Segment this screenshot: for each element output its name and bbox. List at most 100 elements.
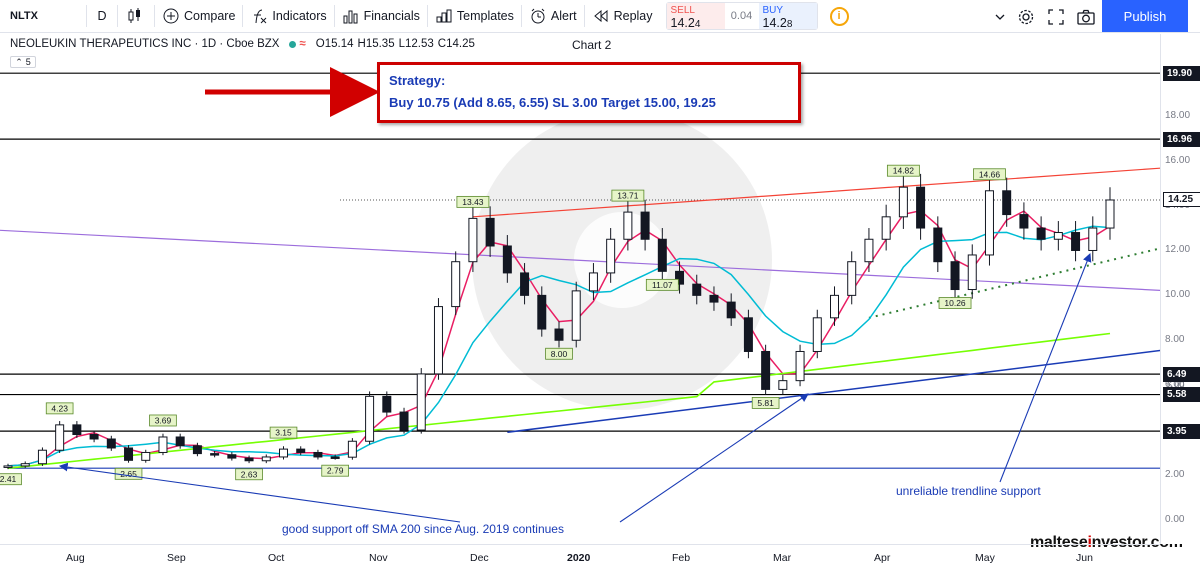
candle-body bbox=[261, 456, 271, 462]
candle-body bbox=[571, 290, 581, 341]
candle-body bbox=[399, 411, 409, 431]
buy-price: 14.28 bbox=[763, 17, 813, 31]
time-tick: 2020 bbox=[567, 552, 591, 564]
chart-canvas[interactable]: 4.23 2.41 3.69 2.65 2.63 3.15 2.79 13.43 8.00 13.… bbox=[0, 34, 1160, 544]
toolbar-divider bbox=[117, 5, 118, 27]
toolbar-divider bbox=[333, 5, 335, 27]
fullscreen-icon[interactable] bbox=[1046, 7, 1066, 27]
buy-price-main: 14.2 bbox=[762, 16, 787, 30]
ohlc-close: C14.25 bbox=[437, 38, 475, 50]
alert-label: Alert bbox=[550, 9, 577, 23]
price-label: 11.07 bbox=[652, 280, 673, 290]
price-level-tag: 3.95 bbox=[1163, 423, 1200, 439]
chevron-down-icon[interactable] bbox=[990, 7, 1010, 27]
dotted-trendline bbox=[868, 247, 1160, 319]
buy-button[interactable]: BUY 14.28 bbox=[758, 3, 817, 31]
trendline-arrow bbox=[999, 252, 1092, 483]
info-icon[interactable]: i bbox=[829, 6, 849, 26]
templates-label: Templates bbox=[456, 9, 514, 23]
candle-body bbox=[675, 270, 685, 285]
toolbar-divider bbox=[583, 5, 585, 27]
compare-label: Compare bbox=[184, 9, 236, 23]
candle-body bbox=[72, 424, 82, 436]
sell-button[interactable]: SELL 14.24 bbox=[666, 3, 725, 31]
sma-support-note: good support off SMA 200 since Aug. 2019… bbox=[282, 522, 564, 536]
candle-body bbox=[864, 238, 874, 263]
candle-body bbox=[743, 317, 753, 352]
sma-mid-line bbox=[7, 225, 1111, 467]
candle-body bbox=[416, 373, 426, 431]
interval-button[interactable]: D bbox=[97, 9, 107, 23]
candle-body bbox=[933, 227, 943, 263]
candle-body bbox=[20, 463, 30, 467]
price-axis[interactable]: 0.002.004.006.008.0010.0012.0014.0016.00… bbox=[1160, 34, 1200, 544]
price-label-box bbox=[45, 402, 74, 415]
price-label: 5.81 bbox=[757, 398, 774, 408]
candle-body bbox=[778, 380, 788, 390]
sell-price: 14.24 bbox=[671, 17, 721, 31]
time-axis[interactable]: Aug Sep Oct Nov Dec 2020 Feb Mar Apr May Jun bbox=[0, 544, 1160, 574]
candle-body bbox=[657, 238, 667, 272]
settings-gear-icon[interactable] bbox=[1016, 7, 1036, 27]
candle-body bbox=[55, 424, 65, 451]
candle-body bbox=[830, 294, 839, 319]
time-tick: Jun bbox=[1076, 552, 1093, 564]
price-label: 2.65 bbox=[120, 469, 137, 479]
candle-body bbox=[950, 261, 960, 291]
candle-body bbox=[347, 440, 357, 458]
candle-body bbox=[606, 238, 616, 274]
candle-body bbox=[382, 395, 392, 413]
financials-button[interactable]: Financials bbox=[335, 0, 427, 33]
price-label-box bbox=[938, 297, 972, 309]
price-label: 13.43 bbox=[462, 197, 484, 207]
price-label-box bbox=[751, 397, 780, 409]
price-label: 14.66 bbox=[979, 169, 1001, 179]
candle-body bbox=[554, 328, 564, 341]
price-label-box bbox=[269, 426, 298, 439]
candle-body bbox=[984, 190, 994, 256]
alert-button[interactable]: Alert bbox=[522, 0, 584, 33]
sma-arrow-right bbox=[619, 393, 809, 523]
price-label: 13.71 bbox=[617, 191, 639, 201]
camera-icon[interactable] bbox=[1076, 7, 1096, 27]
price-level-tag: 14.25 bbox=[1163, 192, 1200, 208]
candle-body bbox=[761, 350, 771, 390]
toolbar-divider bbox=[154, 5, 155, 27]
compare-button[interactable]: Compare bbox=[155, 0, 242, 33]
time-tick: Apr bbox=[874, 552, 891, 564]
indicators-label: Indicators bbox=[272, 9, 327, 23]
symbol-search[interactable]: NLTX bbox=[10, 10, 38, 22]
strategy-title: Strategy: bbox=[389, 73, 446, 88]
ohlc-open: O15.14 bbox=[315, 38, 354, 50]
candle-body bbox=[3, 465, 13, 468]
candle-body bbox=[158, 436, 168, 453]
indicators-button[interactable]: Indicators bbox=[243, 0, 333, 33]
replay-button[interactable]: Replay bbox=[585, 0, 660, 33]
chart-type-button[interactable] bbox=[118, 0, 154, 33]
candle-body bbox=[812, 317, 822, 352]
watermark-inner bbox=[574, 212, 670, 308]
resistance-trendline bbox=[472, 167, 1160, 218]
sma-arrow-left bbox=[58, 462, 461, 523]
price-tick: 12.00 bbox=[1165, 244, 1191, 256]
price-label-box bbox=[545, 347, 573, 360]
collapse-count: 5 bbox=[25, 57, 31, 67]
publish-button[interactable]: Publish bbox=[1102, 0, 1188, 32]
price-tick: 8.00 bbox=[1165, 334, 1185, 346]
price-tick: 0.00 bbox=[1165, 513, 1185, 525]
candle-body bbox=[468, 217, 478, 263]
templates-icon bbox=[435, 7, 453, 25]
candle-body bbox=[296, 448, 306, 453]
indicator-collapse-toggle[interactable]: ⌃ 5 bbox=[10, 56, 36, 68]
financials-bars-icon bbox=[342, 7, 360, 25]
candle-body bbox=[726, 301, 736, 319]
price-label: 4.23 bbox=[51, 403, 68, 413]
time-tick: Nov bbox=[369, 552, 388, 564]
chart-area[interactable]: 4.23 2.41 3.69 2.65 2.63 3.15 2.79 13.43 8.00 13.… bbox=[0, 34, 1200, 574]
ohlc-low: L12.53 bbox=[398, 38, 434, 50]
price-level-tag: 6.49 bbox=[1163, 366, 1200, 382]
price-label: 8.00 bbox=[551, 349, 568, 359]
templates-button[interactable]: Templates bbox=[428, 0, 521, 33]
chart-name-label: Chart 2 bbox=[572, 38, 612, 52]
time-tick: Feb bbox=[672, 552, 691, 564]
